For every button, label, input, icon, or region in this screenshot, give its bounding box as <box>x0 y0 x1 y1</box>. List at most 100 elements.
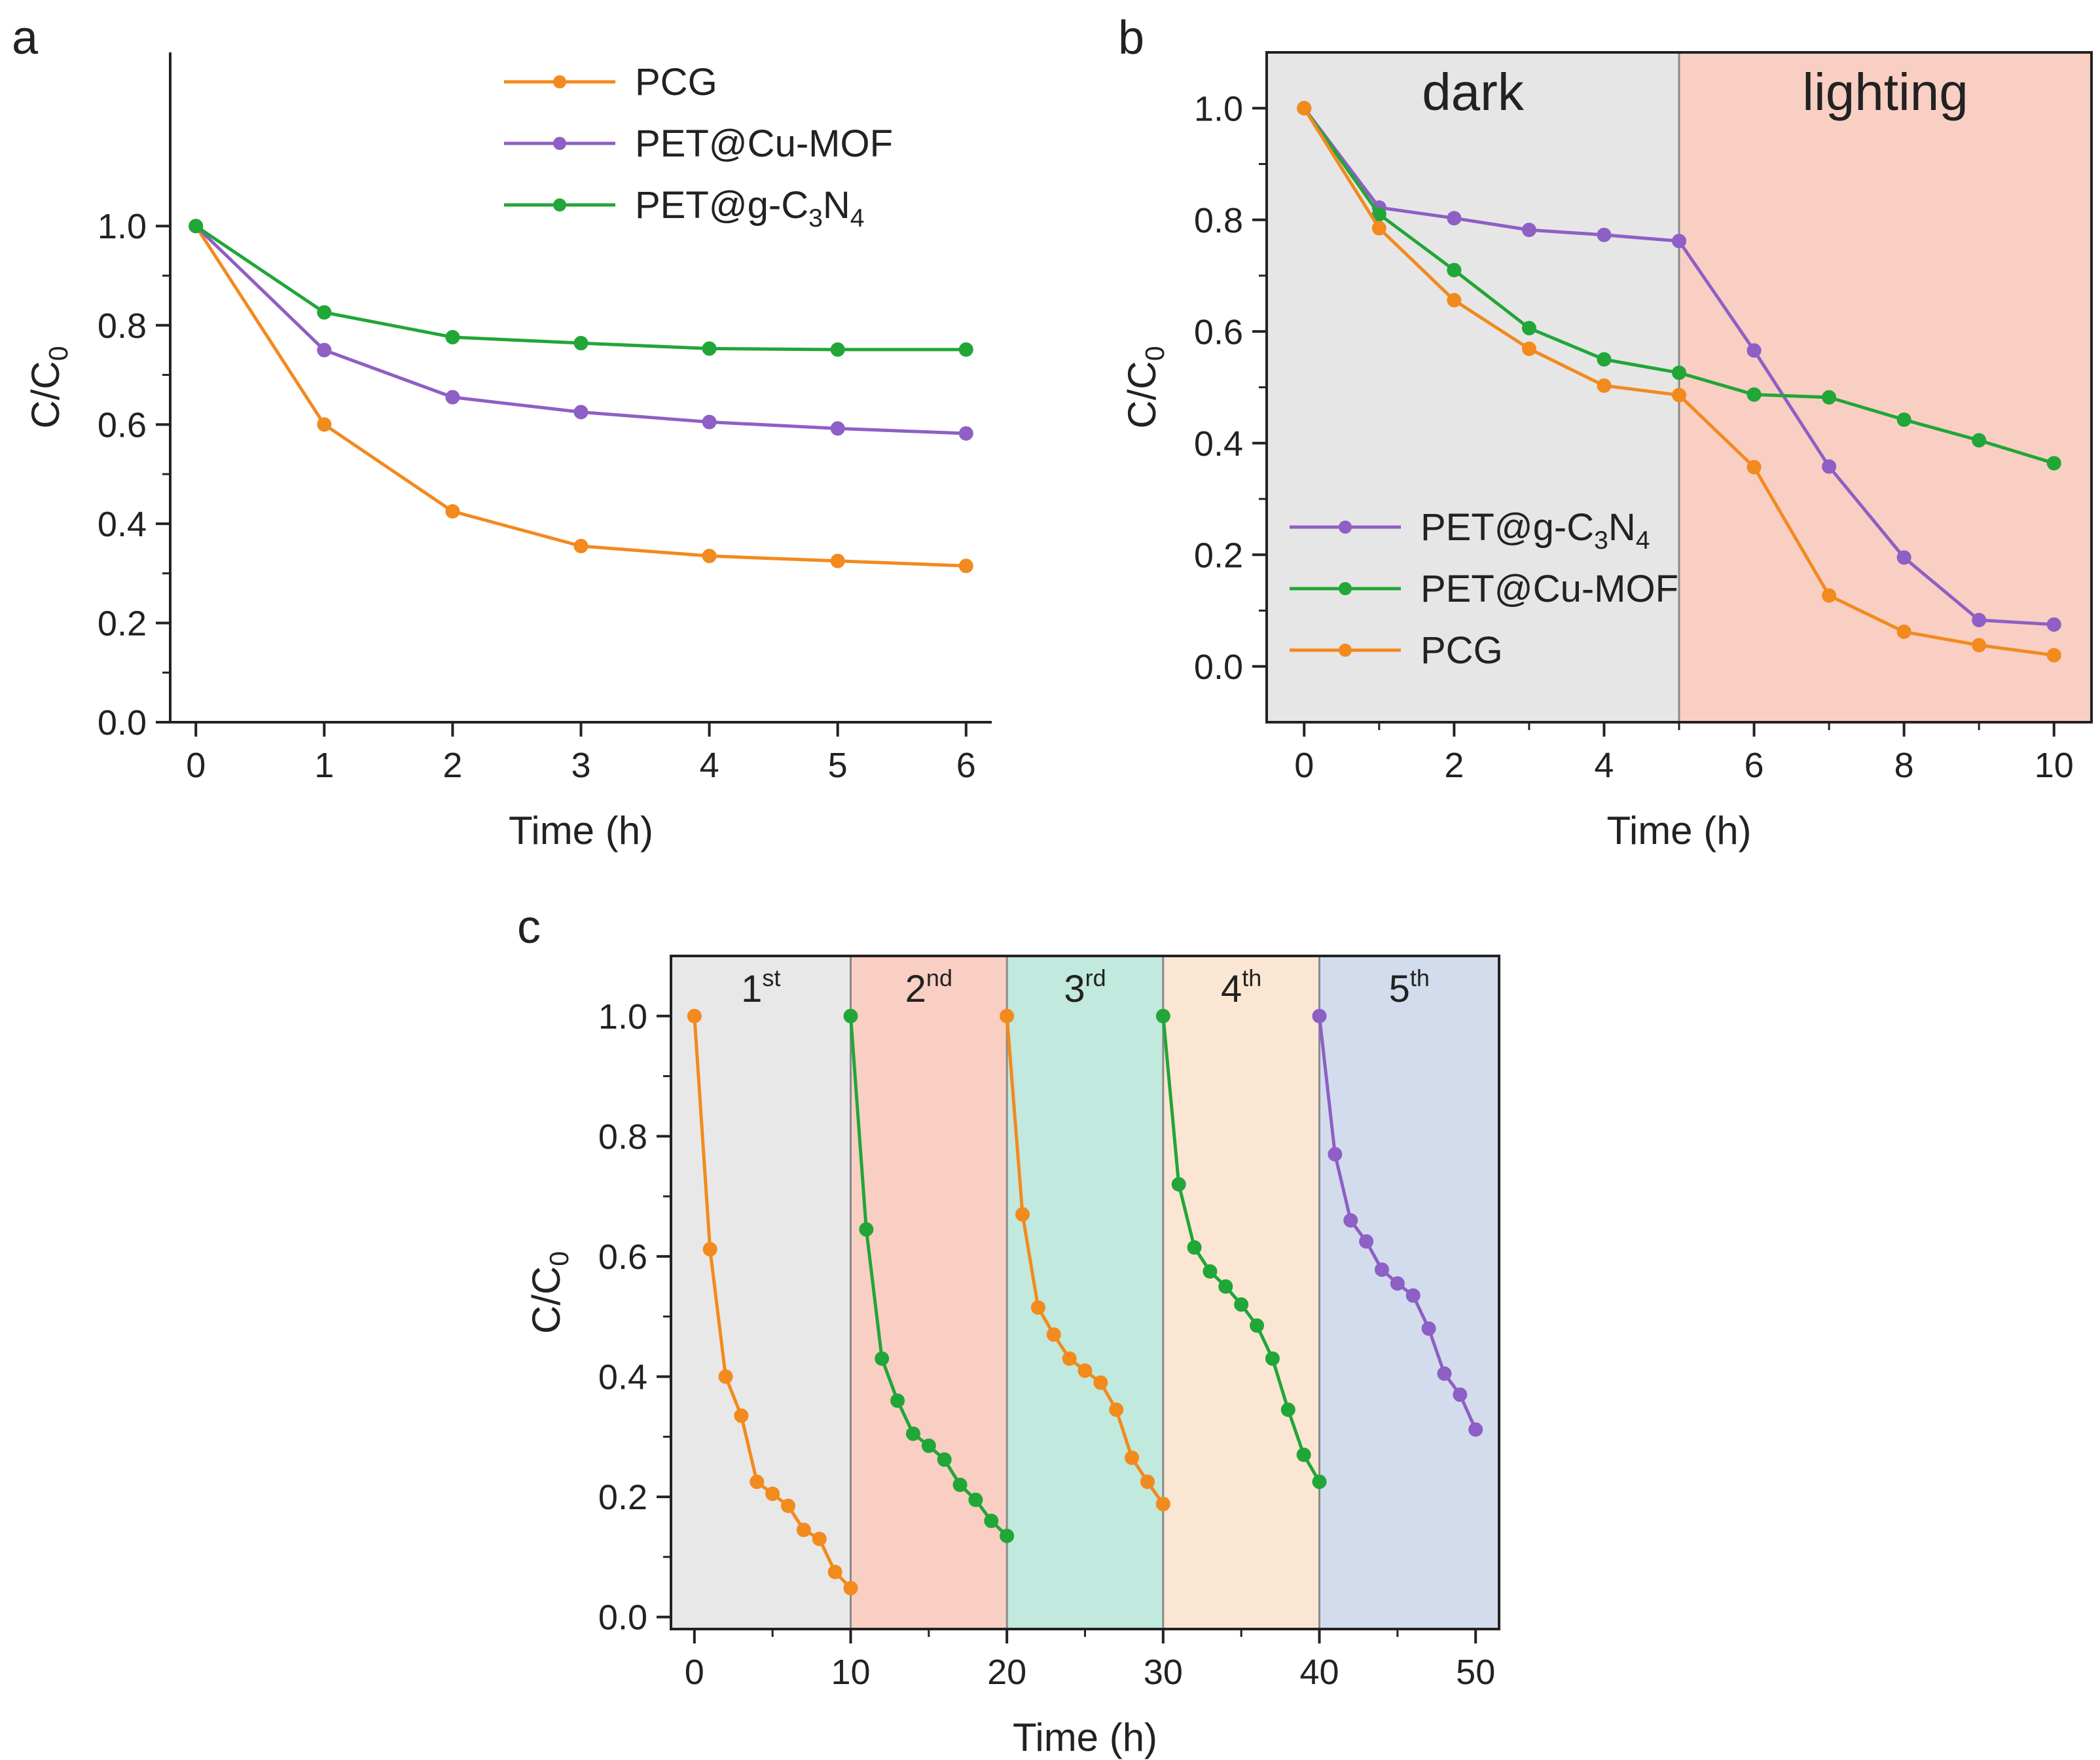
subscript: 4 <box>1636 526 1650 555</box>
subscript: 3 <box>1594 526 1608 555</box>
cycle-number: 4 <box>1221 968 1242 1010</box>
data-point <box>1171 1177 1186 1192</box>
data-point <box>1030 1300 1045 1315</box>
region-4 <box>1163 956 1320 1629</box>
data-point <box>1896 550 1911 565</box>
x-tick-label: 50 <box>1456 1653 1495 1692</box>
data-point <box>1125 1450 1140 1465</box>
text-run: PET@Cu-MOF <box>1421 568 1678 610</box>
data-point <box>968 1492 983 1507</box>
legend-label: PET@Cu-MOF <box>635 122 893 165</box>
y-tick-label: 0.4 <box>98 505 147 544</box>
text-run: PET@g-C <box>635 184 808 227</box>
data-point <box>1896 412 1911 427</box>
text-run: PET@Cu-MOF <box>635 122 893 165</box>
cycle-ordinal: rd <box>1085 964 1106 991</box>
data-point <box>1822 588 1837 603</box>
text-run: PCG <box>1421 629 1503 672</box>
x-tick-label: 40 <box>1299 1653 1339 1692</box>
text-run: N <box>823 184 850 227</box>
y-tick-label: 0.0 <box>1194 648 1243 687</box>
y-tick-label: 0.8 <box>1194 201 1243 240</box>
data-point <box>1265 1351 1280 1366</box>
legend-label: PET@g-C3N4 <box>635 184 864 232</box>
x-tick-label: 4 <box>1594 746 1614 785</box>
y-tick-label: 0.8 <box>98 306 147 346</box>
x-tick-label: 6 <box>956 746 976 785</box>
data-point <box>750 1475 765 1490</box>
data-point <box>1000 1528 1015 1543</box>
data-point <box>1000 1008 1015 1023</box>
cycle-label: 5th <box>1389 964 1430 1010</box>
region-2 <box>850 956 1007 1629</box>
data-point <box>1597 378 1612 393</box>
x-tick-label: 5 <box>828 746 848 785</box>
x-tick-label: 10 <box>2035 746 2074 785</box>
data-point <box>1822 459 1837 474</box>
data-point <box>1234 1297 1249 1312</box>
data-point <box>702 549 717 564</box>
data-point <box>1250 1318 1265 1333</box>
data-point <box>702 341 717 356</box>
chart-panel-b: dark lighting 0 2 4 6 8 10 0.0 0.2 0.4 0.6 0.8 1.0 Tim… <box>1120 51 2093 852</box>
data-point <box>1077 1363 1093 1378</box>
data-point <box>1421 1321 1436 1336</box>
legend-marker <box>1339 644 1352 657</box>
y-tick-label: 0.4 <box>598 1358 647 1397</box>
x-tick-label: 0 <box>1294 746 1314 785</box>
x-tick-label: 2 <box>443 746 462 785</box>
data-point <box>1453 1387 1468 1402</box>
cycle-ordinal: th <box>1410 964 1430 991</box>
data-point <box>702 414 717 430</box>
data-point <box>1155 1008 1170 1023</box>
data-point <box>1328 1146 1343 1162</box>
data-point <box>1312 1475 1327 1490</box>
y-tick-label: 1.0 <box>598 997 647 1036</box>
subscript: 3 <box>808 204 823 232</box>
x-tick-label: 8 <box>1894 746 1914 785</box>
y-tick-label: 0.8 <box>598 1117 647 1156</box>
data-point <box>2046 456 2061 471</box>
data-point <box>1371 221 1386 236</box>
data-point <box>1015 1207 1030 1222</box>
data-point <box>317 305 332 320</box>
data-point <box>573 538 588 553</box>
data-point <box>445 504 460 519</box>
data-point <box>1447 263 1462 278</box>
data-point <box>1521 321 1536 336</box>
subscript: 0 <box>544 1251 574 1266</box>
text-run: PET@g-C <box>1421 506 1594 549</box>
legend-marker <box>553 75 566 88</box>
data-point <box>1597 227 1612 242</box>
x-tick-label: 0 <box>186 746 206 785</box>
data-point <box>830 421 845 436</box>
legend-marker <box>553 137 566 150</box>
region-1 <box>671 956 851 1629</box>
data-point <box>1521 223 1536 238</box>
cycle-ordinal: nd <box>926 964 952 991</box>
data-point <box>905 1426 920 1441</box>
cycle-label: 2nd <box>905 964 952 1010</box>
data-point <box>830 553 845 568</box>
legend-marker <box>553 198 566 211</box>
data-point <box>317 342 332 358</box>
x-tick-label: 1 <box>314 746 334 785</box>
data-point <box>984 1513 999 1528</box>
text-run: C/C <box>1120 361 1164 428</box>
region-label-lighting: lighting <box>1802 63 1968 121</box>
x-tick-label: 0 <box>685 1653 704 1692</box>
cycle-number: 5 <box>1389 968 1410 1010</box>
data-point <box>1972 433 1987 448</box>
x-axis-label: Time (h) <box>509 809 653 852</box>
data-point <box>687 1008 702 1023</box>
data-point <box>890 1393 905 1408</box>
legend-label: PCG <box>635 61 717 103</box>
data-point <box>1521 341 1536 356</box>
data-point <box>1343 1213 1358 1228</box>
data-point <box>1672 234 1686 249</box>
y-tick-label: 0.6 <box>98 405 147 445</box>
region-label-dark: dark <box>1422 63 1525 121</box>
data-point <box>1218 1279 1233 1294</box>
